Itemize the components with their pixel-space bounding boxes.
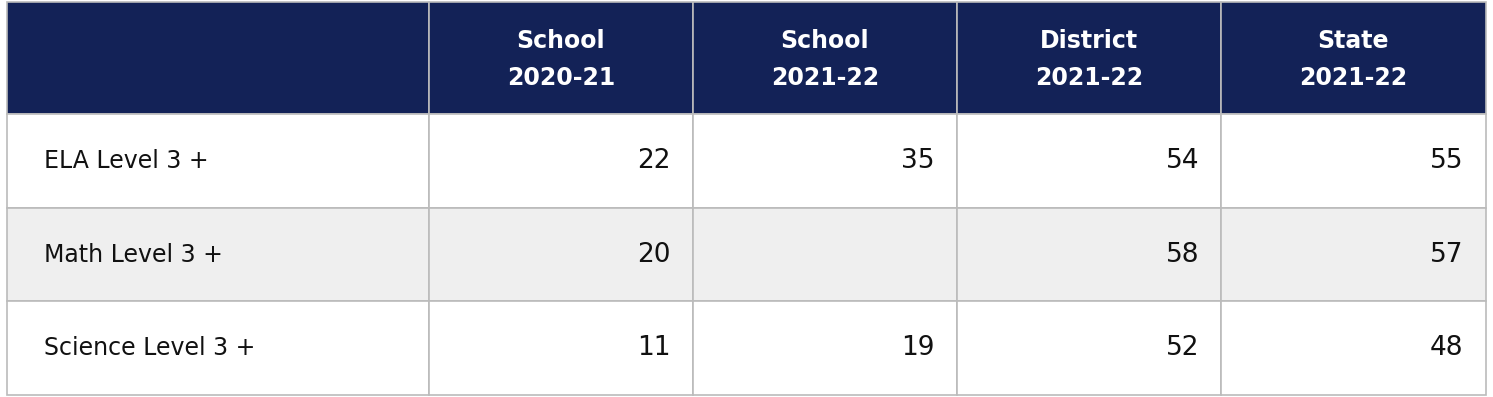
Text: State: State [1318, 29, 1388, 53]
Bar [428, 2, 693, 114]
Text: 11: 11 [638, 335, 670, 361]
Bar [693, 114, 957, 208]
Bar [428, 208, 693, 301]
Bar [1221, 114, 1486, 208]
Text: 2021-22: 2021-22 [770, 66, 879, 90]
Bar [7, 208, 428, 301]
Bar [1221, 208, 1486, 301]
Bar [7, 2, 428, 114]
Text: Math Level 3 +: Math Level 3 + [45, 243, 224, 266]
Text: ELA Level 3 +: ELA Level 3 + [45, 149, 209, 173]
Text: School: School [781, 29, 869, 53]
Bar [1221, 301, 1486, 395]
Bar [957, 114, 1221, 208]
Bar [693, 2, 957, 114]
Text: 52: 52 [1166, 335, 1199, 361]
Bar [957, 208, 1221, 301]
Text: 22: 22 [638, 148, 670, 174]
Text: School: School [517, 29, 605, 53]
Bar [428, 301, 693, 395]
Bar [957, 2, 1221, 114]
Bar [7, 301, 428, 395]
Text: 48: 48 [1430, 335, 1463, 361]
Text: 55: 55 [1430, 148, 1463, 174]
Text: 54: 54 [1166, 148, 1199, 174]
Bar [693, 301, 957, 395]
Bar [957, 301, 1221, 395]
Text: Science Level 3 +: Science Level 3 + [45, 336, 255, 360]
Text: 19: 19 [902, 335, 935, 361]
Text: 2021-22: 2021-22 [1035, 66, 1144, 90]
Text: 20: 20 [638, 241, 670, 268]
Text: 57: 57 [1430, 241, 1463, 268]
Bar [428, 114, 693, 208]
Text: 2020-21: 2020-21 [506, 66, 615, 90]
Text: 35: 35 [902, 148, 935, 174]
Text: 58: 58 [1166, 241, 1199, 268]
Bar [1221, 2, 1486, 114]
Text: 2021-22: 2021-22 [1299, 66, 1408, 90]
Bar [693, 208, 957, 301]
Text: District: District [1041, 29, 1138, 53]
Bar [7, 114, 428, 208]
